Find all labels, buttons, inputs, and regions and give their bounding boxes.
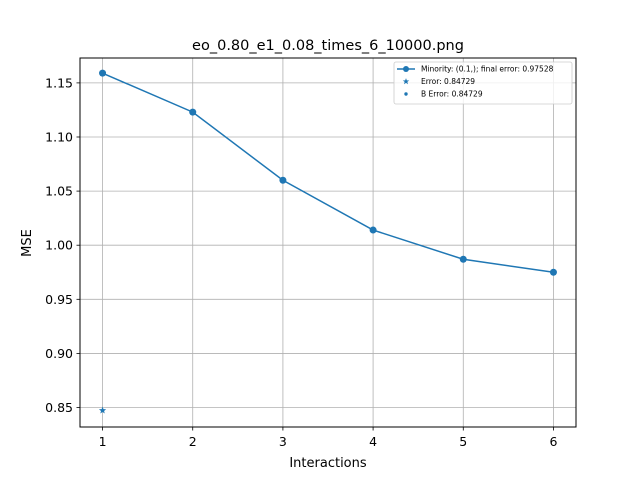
legend-star-marker xyxy=(402,78,410,85)
y-axis-label: MSE xyxy=(20,229,35,257)
y-tick-label: 0.90 xyxy=(45,346,73,361)
legend: Minority: (0.1,); final error: 0.97528 Er… xyxy=(393,61,573,105)
data-point xyxy=(189,108,197,116)
series-layer xyxy=(98,69,557,414)
chart-title: eo_0.80_e1_0.08_times_6_10000.png xyxy=(192,38,464,54)
data-point xyxy=(549,268,557,276)
error-star-point xyxy=(98,406,107,414)
y-tick-label: 1.05 xyxy=(45,184,73,199)
x-tick-label: 5 xyxy=(459,434,467,449)
x-axis-label: Interactions xyxy=(289,456,367,471)
y-tick-label: 0.95 xyxy=(45,292,73,307)
x-tick-label: 2 xyxy=(189,434,197,449)
data-point xyxy=(279,176,287,184)
y-tick-label: 1.00 xyxy=(45,238,73,253)
legend-entry: Minority: (0.1,); final error: 0.97528 xyxy=(421,65,554,74)
legend-circle-marker xyxy=(403,66,409,72)
grid xyxy=(80,58,576,427)
data-point xyxy=(459,255,467,263)
y-tick-label: 1.15 xyxy=(45,75,73,90)
data-point xyxy=(369,226,377,234)
series-line xyxy=(102,72,554,274)
axis-ticks: 1 2 3 4 5 6 0.85 0.90 0.95 1.00 1.05 1.10 1.15 xyxy=(45,75,557,449)
legend-box xyxy=(393,61,573,105)
y-tick-label: 1.10 xyxy=(45,129,73,144)
plot-frame xyxy=(79,57,577,428)
y-tick-label: 0.85 xyxy=(45,400,73,415)
x-tick-label: 1 xyxy=(99,434,107,449)
x-tick-label: 6 xyxy=(549,434,557,449)
legend-entry: B Error: 0.84729 xyxy=(421,90,483,99)
legend-entry: Error: 0.84729 xyxy=(421,77,475,86)
data-point xyxy=(99,69,107,77)
x-tick-label: 4 xyxy=(369,434,377,449)
x-tick-label: 3 xyxy=(279,434,287,449)
legend-dot-marker xyxy=(404,92,408,96)
